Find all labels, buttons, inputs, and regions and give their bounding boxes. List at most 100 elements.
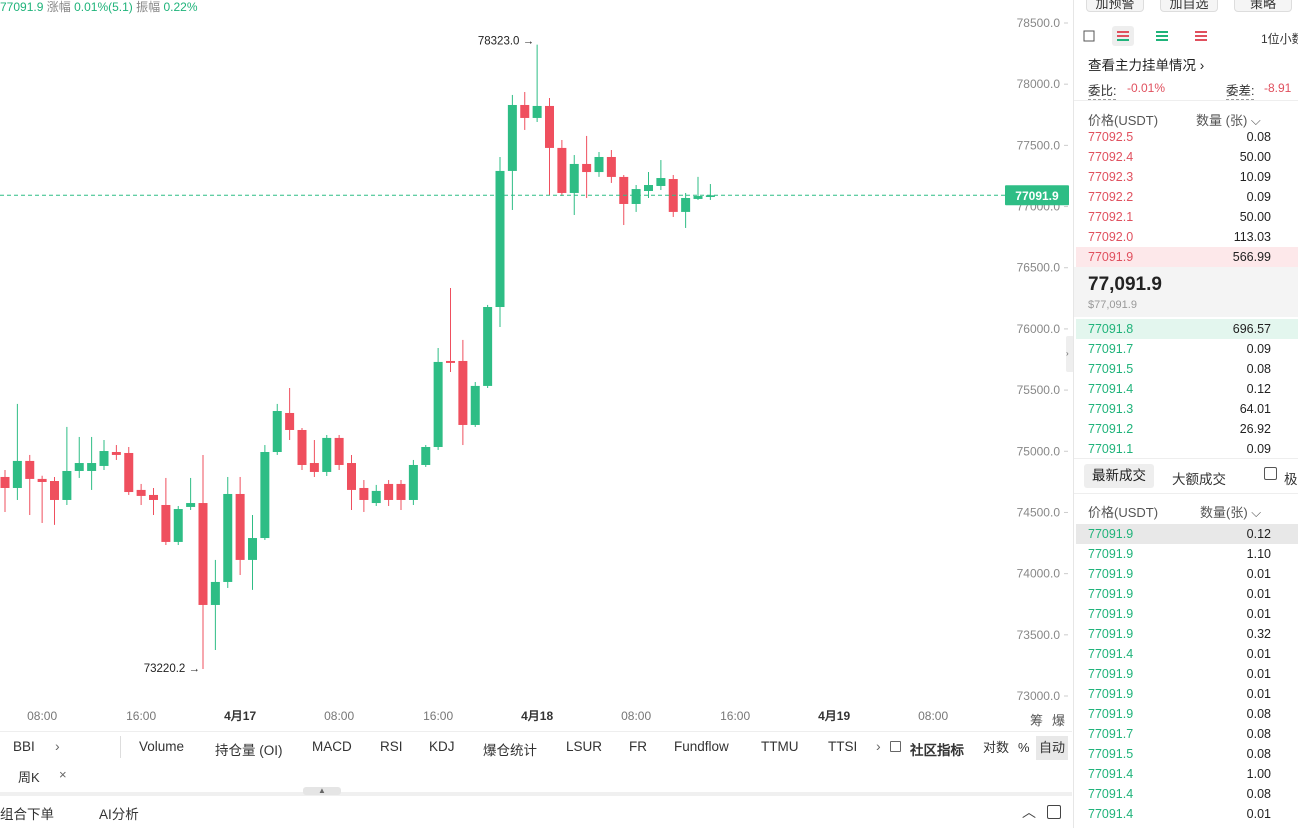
bottom-tab[interactable]: 组合下单	[0, 807, 54, 822]
trade-row: 77091.4 0.01	[1076, 804, 1298, 824]
trade-price: 77091.5	[1088, 747, 1134, 761]
ask-row: 77091.9 566.99	[1076, 247, 1298, 267]
indicator[interactable]: 爆仓统计	[483, 743, 537, 758]
y-tick-label: 76500.0	[1017, 261, 1061, 275]
candle-body	[458, 360, 468, 425]
axis-mode[interactable]: 自动	[1036, 736, 1069, 760]
panel-toggle[interactable]: ›	[1066, 336, 1074, 372]
candle-body	[606, 156, 616, 177]
trade-tab-active[interactable]: 最新成交	[1084, 464, 1154, 488]
diff: -8.91	[1264, 81, 1292, 95]
candle-body	[384, 483, 394, 500]
x-tick-label: 08:00	[918, 709, 948, 723]
trade-tab[interactable]: 极	[1284, 472, 1298, 487]
info-label: 涨幅	[46, 0, 71, 14]
header-text[interactable]: 数量 (张)	[1196, 113, 1248, 128]
checkbox[interactable]	[1264, 467, 1277, 480]
candle-body	[656, 178, 666, 186]
main-orders-link[interactable]: 查看主力挂单情况 ›	[1088, 58, 1205, 73]
link-text[interactable]: 查看主力挂单情况	[1088, 58, 1196, 73]
indicator[interactable]: Fundflow	[674, 739, 729, 754]
panel-button[interactable]: 加预警	[1086, 0, 1144, 12]
period-tab[interactable]: 周K	[18, 770, 40, 785]
trade-tab[interactable]: 大额成交	[1172, 472, 1226, 487]
trade-qty: 0.01	[1246, 807, 1271, 821]
candle-body	[421, 446, 431, 465]
bid-row: 77091.7 0.09	[1076, 339, 1298, 359]
trade-row: 77091.4 0.01	[1076, 644, 1298, 664]
candle-body	[161, 504, 171, 542]
ask-qty: 10.09	[1239, 170, 1271, 184]
indicator[interactable]: TTSI	[828, 739, 858, 754]
candle-body	[631, 189, 641, 204]
axis-extra[interactable]: 爆	[1052, 713, 1066, 728]
bid-row: 77091.3 64.01	[1076, 399, 1298, 419]
trade-price: 77091.9	[1088, 627, 1134, 641]
trade-qty: 0.32	[1246, 627, 1271, 641]
bottom-tab[interactable]: AI分析	[99, 807, 139, 822]
period-close[interactable]: ×	[59, 767, 67, 782]
trade-header[interactable]: 数量(张) ⌵	[1200, 505, 1262, 520]
axis-mode[interactable]: %	[1018, 740, 1030, 755]
indicator[interactable]: Volume	[139, 739, 185, 754]
divider	[0, 731, 1072, 732]
ask-row: 77092.3 10.09	[1076, 167, 1298, 187]
edit-icon	[890, 741, 901, 752]
panel-button[interactable]: 策略	[1234, 0, 1292, 12]
trade-price: 77091.9	[1088, 567, 1134, 581]
divider	[1074, 493, 1298, 494]
trade-price: 77091.4	[1088, 767, 1134, 781]
trade-qty: 0.01	[1246, 667, 1271, 681]
bid-price: 77091.2	[1088, 422, 1134, 436]
book-header[interactable]: 数量 (张) ⌵	[1196, 113, 1261, 128]
candle-body	[334, 437, 344, 465]
candle-body	[582, 163, 592, 173]
indicator[interactable]: RSI	[380, 739, 403, 754]
trade-row: 77091.9 0.32	[1076, 624, 1298, 644]
precision[interactable]: 1位小数	[1261, 32, 1298, 46]
trade-price: 77091.7	[1088, 727, 1134, 741]
axis-mode[interactable]: 对数	[983, 740, 1010, 755]
icon[interactable]	[1083, 30, 1095, 42]
trade-header: 价格(USDT)	[1088, 505, 1159, 520]
ask-price: 77092.1	[1088, 210, 1134, 224]
indicator[interactable]: BBI	[13, 739, 35, 754]
ask-price: 77091.9	[1088, 250, 1134, 264]
bid-qty: 0.12	[1246, 382, 1271, 396]
header-text[interactable]: 数量(张)	[1200, 505, 1248, 520]
indicator[interactable]: FR	[629, 739, 647, 754]
panel-button[interactable]: 加自选	[1160, 0, 1218, 12]
candle-body	[644, 185, 653, 192]
indicator[interactable]: 持仓量 (OI)	[215, 743, 283, 758]
trade-qty: 0.01	[1246, 587, 1271, 601]
trade-qty: 0.01	[1246, 607, 1271, 621]
indicator[interactable]: KDJ	[429, 739, 455, 754]
candle-body	[260, 452, 270, 539]
trade-row: 77091.9 0.01	[1076, 604, 1298, 624]
candle-body	[347, 463, 356, 490]
ask-price: 77092.4	[1088, 150, 1134, 164]
collapse-icon[interactable]: ︿	[1022, 804, 1036, 820]
indicator[interactable]: TTMU	[761, 739, 799, 754]
candle-body	[235, 493, 245, 560]
ratio-label: 委比:	[1088, 80, 1117, 100]
indicator[interactable]: LSUR	[566, 739, 603, 754]
candle-body	[272, 411, 282, 453]
bid-qty: 26.92	[1239, 422, 1271, 436]
candle-body	[545, 105, 554, 148]
expand-icon[interactable]	[1047, 805, 1061, 819]
candle-body	[483, 307, 493, 386]
candle-body	[198, 503, 208, 605]
indicator[interactable]: MACD	[312, 739, 352, 754]
trade-qty: 0.01	[1246, 687, 1271, 701]
trade-price: 77091.4	[1088, 647, 1134, 661]
indicator[interactable]: 社区指标	[910, 743, 964, 758]
splitter-handle[interactable]: ▲	[303, 787, 341, 795]
candle-body	[507, 104, 517, 171]
axis-extra[interactable]: 筹	[1030, 713, 1044, 728]
bid-row: 77091.2 26.92	[1076, 419, 1298, 439]
candle-body	[520, 104, 530, 118]
ask-row: 77092.4 50.00	[1076, 147, 1298, 167]
bid-qty: 0.09	[1246, 442, 1271, 456]
indicator-bar: BBI Volume 持仓量 (OI) MACD RSI KDJ 爆仓统计 LSUR FR Fun…	[0, 732, 1072, 762]
